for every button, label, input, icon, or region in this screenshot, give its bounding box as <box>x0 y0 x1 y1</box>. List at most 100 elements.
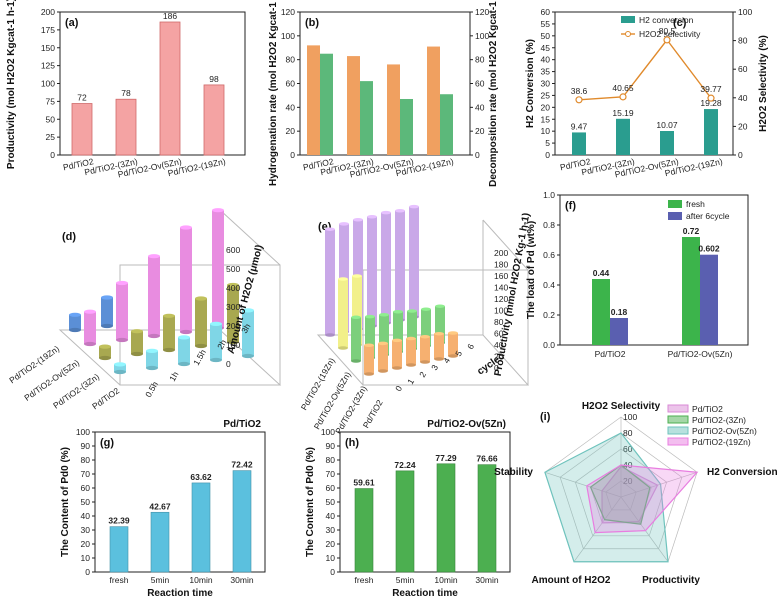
axis-label: The load of Pd (wt%) <box>526 221 537 319</box>
x-tick-label: 1.5h <box>191 347 208 367</box>
y-tick-label: 20 <box>541 102 551 112</box>
line-value-label: 40.65 <box>612 83 634 93</box>
chart-a: 0 25 50 75 100 125 150 175 200 Productivity (mol … <box>6 0 246 179</box>
plot-frame <box>559 194 749 346</box>
subtitle: Pd/TiO2 <box>223 419 261 430</box>
z-tick-label: 400 <box>226 283 240 293</box>
bar <box>84 311 96 344</box>
radar-spoke <box>620 496 669 562</box>
radar-axis-label: H2O2 Selectivity <box>582 401 661 412</box>
y-tick-label: 100 <box>321 427 335 437</box>
x-tick-label: 5min <box>396 575 415 585</box>
bar <box>395 209 405 213</box>
bar <box>420 360 430 364</box>
bar <box>378 341 388 346</box>
bar <box>84 309 96 314</box>
y-tick-label: 40 <box>326 511 336 521</box>
x-tick-label: 4 <box>441 356 452 365</box>
bar <box>338 346 348 350</box>
z-tick-label: 40 <box>494 340 504 350</box>
bar-value-label: 98 <box>209 74 219 84</box>
bar <box>180 227 192 332</box>
z-tick-label: 200 <box>494 248 508 258</box>
x-tick-label: 3 <box>429 363 440 372</box>
bar-value-label: 0.18 <box>611 307 628 317</box>
y-tick-label: 70 <box>81 469 91 479</box>
bar-value-label: 0.602 <box>698 244 720 254</box>
legend-swatch <box>667 437 689 446</box>
bar <box>436 463 456 573</box>
bar <box>163 315 175 350</box>
panel-label: (i) <box>540 411 551 423</box>
axis-label: Productivity (mol H2O2 Kgcat-1 h-1) <box>6 0 17 169</box>
z-tick-label: 80 <box>494 317 504 327</box>
y-tick-label: 10 <box>541 126 551 136</box>
y-tick-label: 0.0 <box>543 340 555 350</box>
bar <box>131 351 143 357</box>
y-tick-label: 0 <box>290 150 295 160</box>
bar <box>146 365 158 371</box>
legend-label: Pd/TiO2-(19Zn) <box>692 437 751 447</box>
bar <box>400 98 413 155</box>
x-tick-label: 1 <box>405 377 416 386</box>
bar <box>180 329 192 335</box>
y-tick-label: 0 <box>475 150 480 160</box>
y-tick-label: 80 <box>81 455 91 465</box>
bar <box>395 470 415 573</box>
y-tick-label: 80 <box>326 455 336 465</box>
bar-value-label: 15.19 <box>612 108 634 118</box>
z-tick-label: 100 <box>494 306 508 316</box>
bar <box>379 313 389 317</box>
bar <box>409 206 419 317</box>
y-tick-label: 5 <box>545 138 550 148</box>
bar <box>242 353 254 359</box>
bar <box>227 339 239 345</box>
legend-label: Pd/TiO2 <box>692 404 723 414</box>
y-tick-label: 200 <box>41 7 55 17</box>
legend-label: H2 conversion <box>639 15 694 25</box>
y-tick-label: 20 <box>475 126 485 136</box>
y-tick-label: 0.2 <box>543 310 555 320</box>
legend-swatch <box>667 426 689 435</box>
x-tick-label: 3h <box>239 322 253 335</box>
panel-label: (g) <box>100 437 114 449</box>
bar <box>163 347 175 353</box>
bar-value-label: 32.39 <box>108 516 130 526</box>
z-tick-label: 20 <box>494 352 504 362</box>
bar <box>195 343 207 349</box>
bar <box>339 222 349 226</box>
grid-edge <box>219 209 281 266</box>
bar <box>212 208 224 213</box>
grid-edge <box>482 219 529 271</box>
bar <box>351 359 361 363</box>
y-tick-label: 40 <box>475 102 485 112</box>
legend-label: after 6cycle <box>686 211 730 221</box>
bar <box>242 308 254 313</box>
bar <box>367 216 377 326</box>
radar-series <box>589 464 651 525</box>
bar <box>338 277 348 281</box>
line-point <box>707 94 715 102</box>
bar-value-label: 186 <box>163 11 177 21</box>
bar <box>365 316 375 358</box>
z-tick-label: 100 <box>226 340 240 350</box>
y-tick-label: 20 <box>81 539 91 549</box>
line-point <box>663 36 671 44</box>
bar <box>347 56 360 155</box>
y-tick-label: 0 <box>738 150 743 160</box>
bar <box>682 237 700 345</box>
radar-axis-label: Amount of H2O2 <box>532 575 611 586</box>
z-tick-label: 300 <box>226 302 240 312</box>
z-tick-label: 0 <box>494 363 499 373</box>
bar <box>704 109 718 155</box>
bar <box>69 314 81 330</box>
bar <box>307 45 320 155</box>
bar <box>351 317 361 361</box>
panel-label: (a) <box>65 17 79 29</box>
y-tick-label: 60 <box>738 64 748 74</box>
bar <box>379 314 389 355</box>
bar <box>114 364 126 372</box>
bar <box>69 312 81 317</box>
x-tick-label: 1h <box>167 370 181 383</box>
y-tick-label: 40 <box>541 55 551 65</box>
